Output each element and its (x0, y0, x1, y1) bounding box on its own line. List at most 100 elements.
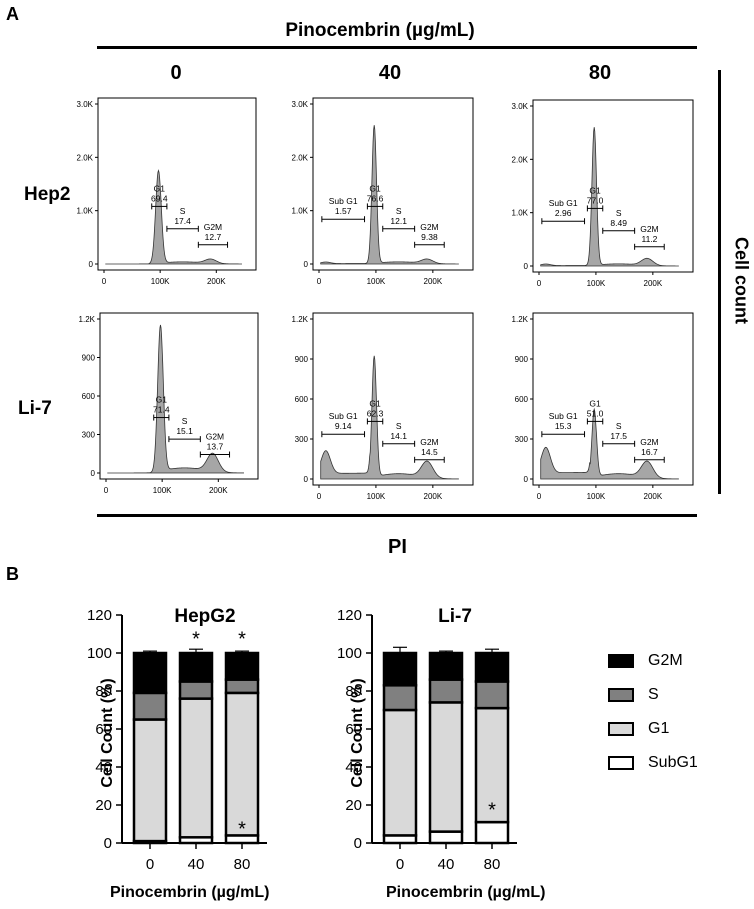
gate-value: 76.6 (367, 193, 384, 203)
xlabel-li7: Pinocembrin (µg/mL) (386, 884, 546, 901)
legend: G2M S G1 SubG1 (608, 650, 698, 774)
y-tick-label: 3.0K (77, 100, 94, 109)
y-tick-label: 0 (524, 475, 529, 484)
gate-value: 71.4 (153, 405, 170, 415)
gate-name: G2M (640, 437, 658, 447)
histogram-frame (312, 97, 474, 271)
y-tick-label: 3.0K (292, 100, 309, 109)
gate-value: 9.14 (335, 421, 352, 431)
bar-segment-g2m (224, 651, 260, 681)
gate-name: G1 (589, 398, 601, 408)
gate-name: G1 (369, 183, 381, 193)
y-tick-label: 300 (82, 431, 96, 440)
row-label-hep2: Hep2 (24, 184, 71, 205)
gate-s: S15.1 (168, 416, 201, 443)
x-tick-label: 0 (537, 279, 542, 288)
conc-label-40: 40 (378, 62, 402, 84)
gate-value: 11.2 (641, 234, 657, 244)
x-tick-label: 200K (207, 277, 226, 286)
gate-name: S (396, 421, 402, 431)
y-tick-label: 600 (295, 395, 309, 404)
x-tick-label: 200K (644, 279, 663, 288)
y-tick-label: 0 (104, 835, 112, 852)
gate-value: 14.1 (390, 431, 407, 441)
significance-star: * (192, 628, 200, 650)
x-tick-label: 0 (146, 856, 154, 873)
conc-label-80: 80 (588, 62, 612, 84)
bar-chart-hepg2: 0 20 40 60 80 100 120 0 40 * 80 * * (87, 607, 267, 873)
gate-value: 16.7 (641, 447, 658, 457)
x-tick-label: 200K (424, 492, 443, 501)
gate-name: G1 (154, 183, 166, 193)
legend-item-subg1: SubG1 (608, 752, 698, 774)
y-tick-label: 2.0K (77, 153, 94, 162)
gate-name: Sub G1 (329, 411, 358, 421)
legend-item-g1: G1 (608, 718, 698, 740)
gate-value: 12.7 (205, 232, 222, 242)
x-tick-label: 80 (234, 856, 251, 873)
x-tick-label: 200K (209, 486, 228, 495)
bar-segment-g1 (132, 718, 168, 843)
x-tick-label: 0 (104, 486, 109, 495)
x-tick-label: 200K (424, 277, 443, 286)
bar-segment-g1 (382, 708, 418, 837)
bar-segment-subg1 (428, 830, 464, 845)
y-tick-label: 900 (295, 355, 309, 364)
bar-segment-s (178, 680, 214, 700)
y-tick-label: 1.0K (512, 209, 529, 218)
legend-swatch-subg1 (608, 756, 634, 770)
x-tick-label: 100K (153, 486, 172, 495)
histogram-frame (97, 97, 257, 271)
gate-s: S14.1 (382, 421, 416, 447)
y-tick-label: 60 (345, 721, 362, 738)
gate-name: S (616, 208, 622, 218)
gate-value: 15.3 (555, 421, 572, 431)
bar-segment-g1 (178, 697, 214, 839)
gate-value: 15.1 (176, 426, 193, 436)
gate-s: S17.5 (602, 421, 636, 447)
bar-segment-g1 (474, 706, 510, 824)
right-rule (718, 70, 721, 494)
y-tick-label: 0 (354, 835, 362, 852)
gate-value: 17.4 (174, 216, 191, 226)
histogram-frame (312, 312, 474, 486)
legend-label-g2m: G2M (648, 652, 683, 669)
gate-name: Sub G1 (549, 198, 578, 208)
panel-b-letter: B (6, 564, 19, 584)
y-tick-label: 0 (89, 260, 94, 269)
y-tick-label: 2.0K (292, 153, 309, 162)
gate-name: S (182, 416, 188, 426)
y-tick-label: 300 (295, 435, 309, 444)
histogram-curve (105, 169, 242, 265)
bar-segment-g2m (428, 651, 464, 681)
y-tick-label: 80 (345, 683, 362, 700)
x-tick-label: 80 (484, 856, 501, 873)
gate-value: 2.96 (555, 208, 572, 218)
xlabel-hepg2: Pinocembrin (µg/mL) (110, 884, 270, 901)
bar-segment-s (224, 678, 260, 695)
gate-name: Sub G1 (549, 411, 578, 421)
pi-axis-label: PI (388, 536, 407, 558)
legend-swatch-s (608, 688, 634, 702)
gate-name: G2M (206, 432, 224, 442)
y-tick-label: 120 (337, 607, 362, 624)
gate-name: G2M (420, 222, 438, 232)
gate-s: S8.49 (602, 208, 636, 234)
histogram-curve (320, 355, 459, 480)
histogram-curve (540, 407, 679, 480)
row-label-li7: Li-7 (18, 398, 52, 419)
gate-value: 51.0 (587, 408, 604, 418)
significance-star-subg1: * (488, 799, 496, 821)
